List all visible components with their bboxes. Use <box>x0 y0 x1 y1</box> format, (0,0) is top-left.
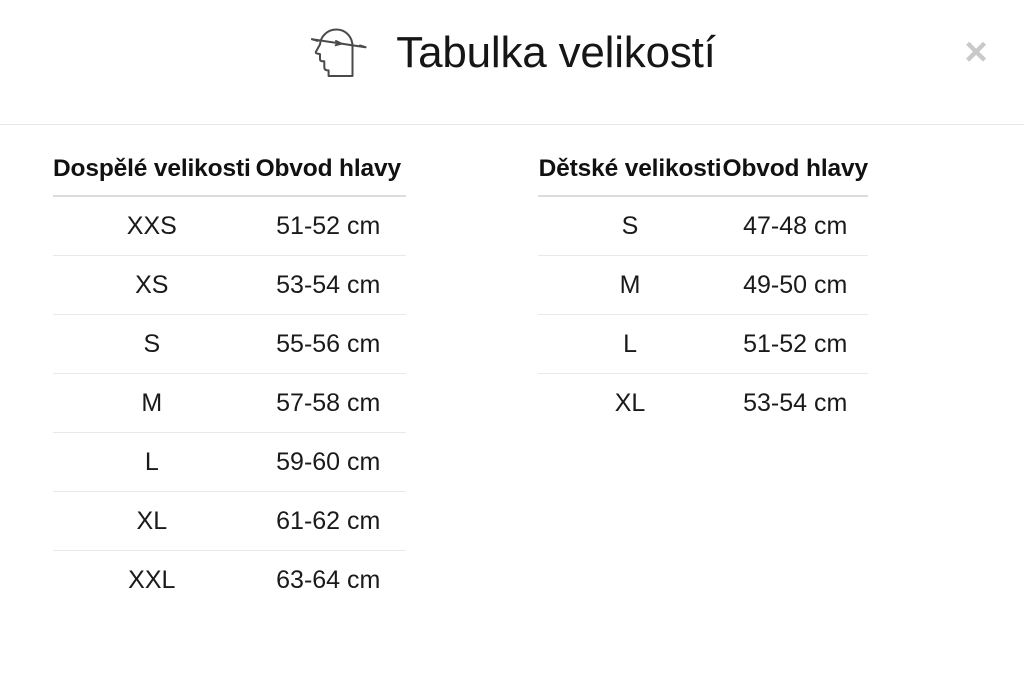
table-row: M 49-50 cm <box>537 255 868 315</box>
cell-size: XL <box>614 388 646 417</box>
modal-title-group: Tabulka velikostí <box>0 22 1024 84</box>
cell-size: M <box>537 255 723 315</box>
table-row: XXL 63-64 cm <box>53 551 406 610</box>
cell-size: S <box>53 314 251 374</box>
column-header-adult-size: Dospělé velikosti <box>53 155 251 197</box>
cell-size: XS <box>53 255 251 315</box>
cell-size: XL <box>53 491 251 551</box>
cell-size: S <box>537 196 723 256</box>
kids-sizes-block: Dětské velikosti Obvod hlavy S 47-48 cm … <box>537 155 974 609</box>
cell-circumference: 57-58 cm <box>250 373 406 433</box>
table-row: M 57-58 cm <box>53 373 406 433</box>
table-row: L 59-60 cm <box>53 432 406 492</box>
cell-circumference: 59-60 cm <box>250 432 406 492</box>
table-row: S 55-56 cm <box>53 314 406 374</box>
column-header-kids-circumference: Obvod hlavy <box>722 155 868 197</box>
cell-circumference: 63-64 cm <box>276 565 381 594</box>
page-title: Tabulka velikostí <box>396 27 716 77</box>
cell-circumference: 49-50 cm <box>722 255 868 315</box>
cell-size: L <box>537 314 723 374</box>
size-chart-body: Dospělé velikosti Obvod hlavy XXS 51-52 … <box>0 125 1024 609</box>
adult-sizes-block: Dospělé velikosti Obvod hlavy XXS 51-52 … <box>53 155 489 609</box>
table-row: XXS 51-52 cm <box>53 196 406 256</box>
kids-sizes-table: Dětské velikosti Obvod hlavy S 47-48 cm … <box>537 155 868 433</box>
cell-circumference: 55-56 cm <box>250 314 406 374</box>
cell-circumference: 61-62 cm <box>250 491 406 551</box>
table-header-row: Dětské velikosti Obvod hlavy <box>537 155 868 197</box>
cell-size: M <box>53 373 251 433</box>
column-header-kids-size: Dětské velikosti <box>537 155 723 197</box>
close-icon[interactable]: × <box>952 28 1000 76</box>
cell-size: XXS <box>53 196 251 256</box>
cell-circumference: 51-52 cm <box>722 314 868 374</box>
cell-size: XXL <box>128 565 176 594</box>
cell-circumference: 53-54 cm <box>743 388 848 417</box>
cell-circumference: 47-48 cm <box>722 196 868 256</box>
table-row: S 47-48 cm <box>537 196 868 256</box>
adult-sizes-table: Dospělé velikosti Obvod hlavy XXS 51-52 … <box>53 155 406 609</box>
column-header-adult-circumference: Obvod hlavy <box>250 155 406 197</box>
table-header-row: Dospělé velikosti Obvod hlavy <box>53 155 406 197</box>
cell-circumference: 53-54 cm <box>250 255 406 315</box>
table-row: XL 61-62 cm <box>53 491 406 551</box>
table-row: XS 53-54 cm <box>53 255 406 315</box>
cell-size: L <box>53 432 251 492</box>
modal-header: Tabulka velikostí × <box>0 0 1024 125</box>
cell-circumference: 51-52 cm <box>250 196 406 256</box>
head-measure-icon <box>308 22 370 84</box>
table-row: XL 53-54 cm <box>538 374 868 433</box>
table-row: L 51-52 cm <box>537 314 868 374</box>
